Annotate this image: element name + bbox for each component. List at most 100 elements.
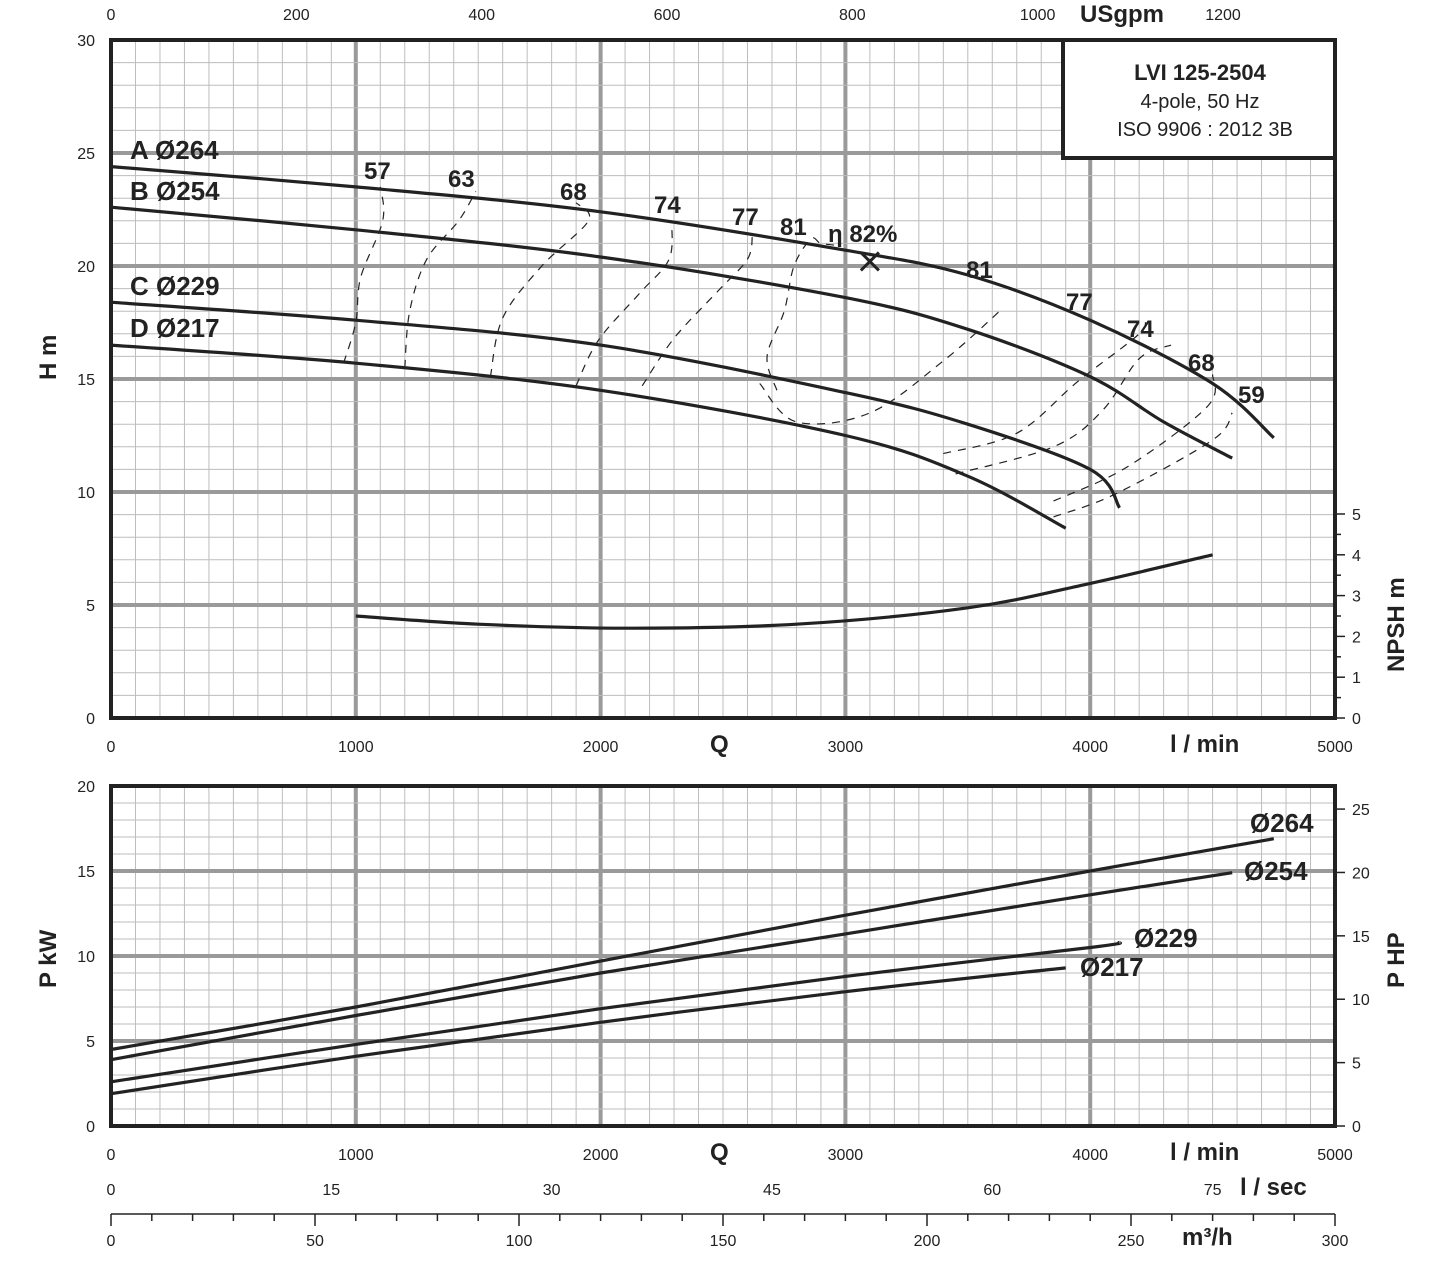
power-label-229: Ø229 [1134,923,1198,953]
lsec-axis-label: l / sec [1240,1174,1307,1201]
pump-model-title: LVI 125-2504 [1134,60,1266,85]
flow-tick-label: 0 [107,1147,116,1164]
power-chart-frame [109,784,1337,1128]
npsh-tick-label: 5 [1352,507,1361,524]
flow-tick-label: 1000 [338,1147,374,1164]
curve-label-c: C Ø229 [130,271,220,301]
efficiency-contour-9 [1053,374,1216,502]
m3h-tick-label: 0 [107,1233,116,1250]
head-tick-label: 15 [77,372,95,389]
flow-tick-label: 2000 [583,739,619,756]
power-curve-0 [110,837,1275,1052]
lsec-tick-label: 75 [1204,1182,1222,1199]
hp-tick-label: 25 [1352,802,1370,819]
usgpm-tick-label: 0 [107,7,116,24]
curve-label-b: B Ø254 [130,176,220,206]
curve-label-d: D Ø217 [130,313,220,343]
eff-label-81-left: 81 [780,214,807,241]
flow-tick-label: 0 [107,739,116,756]
pump-speed-subtitle: 4-pole, 50 Hz [1141,91,1260,113]
head-tick-label: 0 [86,711,95,728]
efficiency-contour-5 [766,237,841,391]
flow-tick-label: 4000 [1072,739,1108,756]
flow-tick-label: 3000 [828,1147,864,1164]
eff-label-74-right: 74 [1127,316,1154,343]
npsh-tick-label: 0 [1352,711,1361,728]
efficiency-contour-4 [641,234,753,387]
efficiency-contour-3 [575,220,673,387]
head-grid [111,40,1335,718]
curve-label-a: A Ø264 [130,135,219,165]
hp-tick-label: 0 [1352,1119,1361,1136]
lsec-tick-label: 0 [107,1182,116,1199]
head-curves [110,165,1275,630]
power-kw-tick-label: 10 [77,949,95,966]
m3h-tick-label: 100 [506,1233,533,1250]
head-tick-label: 30 [77,33,95,50]
flow-tick-label: 5000 [1317,1147,1353,1164]
usgpm-tick-label: 1000 [1020,7,1056,24]
power-kw-tick-label: 5 [86,1034,95,1051]
m3h-axis-label: m³/h [1182,1224,1233,1251]
npsh-tick-label: 4 [1352,548,1361,565]
eff-label-77-right: 77 [1066,289,1093,316]
usgpm-tick-label: 800 [839,7,866,24]
head-curve-c [110,300,1121,509]
efficiency-contour-2 [489,202,591,377]
usgpm-tick-label: 600 [654,7,681,24]
pump-standard-subtitle: ISO 9906 : 2012 3B [1117,119,1293,141]
lsec-tick-label: 60 [983,1182,1001,1199]
power-kw-tick-label: 0 [86,1119,95,1136]
efficiency-contour-0 [343,186,385,364]
eff-label-59-right: 59 [1238,382,1265,409]
eff-label-63-left: 63 [448,166,475,193]
npsh-tick-label: 3 [1352,589,1361,606]
eff-label-74-left: 74 [654,192,681,219]
usgpm-tick-label: 1200 [1205,7,1241,24]
head-curve-d [110,343,1067,530]
power-kw-tick-label: 15 [77,864,95,881]
power-curve-1 [110,871,1233,1062]
power-curve-3 [110,966,1066,1096]
flow-q-label-bottom: Q [710,1139,729,1166]
power-kw-tick-label: 20 [77,779,95,796]
power-label-264: Ø264 [1250,808,1314,838]
hp-tick-label: 10 [1352,992,1370,1009]
npsh-curve [355,553,1213,630]
power-hp-axis-label: P HP [1383,932,1410,988]
m3h-tick-label: 300 [1322,1233,1349,1250]
eff-label-77-left: 77 [732,204,759,231]
eff-label-82-best: η 82% [828,221,897,248]
power-label-217: Ø217 [1080,952,1144,982]
head-tick-label: 5 [86,598,95,615]
usgpm-tick-label: 400 [468,7,495,24]
hp-tick-label: 20 [1352,865,1370,882]
eff-label-57-left: 57 [364,158,391,185]
usgpm-tick-label: 200 [283,7,310,24]
lsec-tick-label: 15 [322,1182,340,1199]
m3h-tick-label: 200 [914,1233,941,1250]
m3h-tick-label: 50 [306,1233,324,1250]
title-box-frame [1061,38,1337,160]
head-chart-frame [109,38,1337,720]
flow-q-label-top: Q [710,731,729,758]
lsec-tick-label: 30 [543,1182,561,1199]
npsh-tick-label: 1 [1352,670,1361,687]
head-curve-a [110,165,1275,439]
head-axis-label: H m [35,335,62,380]
npsh-tick-label: 2 [1352,629,1361,646]
flow-tick-label: 4000 [1072,1147,1108,1164]
m3h-tick-label: 150 [710,1233,737,1250]
m3h-tick-label: 250 [1118,1233,1145,1250]
eff-label-68-left: 68 [560,179,587,206]
power-label-254: Ø254 [1244,856,1308,886]
efficiency-contours [343,186,1233,518]
power-curves [110,837,1275,1096]
best-efficiency-point-marker [859,251,880,272]
title-box: LVI 125-2504 4-pole, 50 Hz ISO 9906 : 20… [1061,38,1337,160]
power-grid [111,786,1335,1126]
head-tick-label: 20 [77,259,95,276]
head-tick-label: 25 [77,146,95,163]
